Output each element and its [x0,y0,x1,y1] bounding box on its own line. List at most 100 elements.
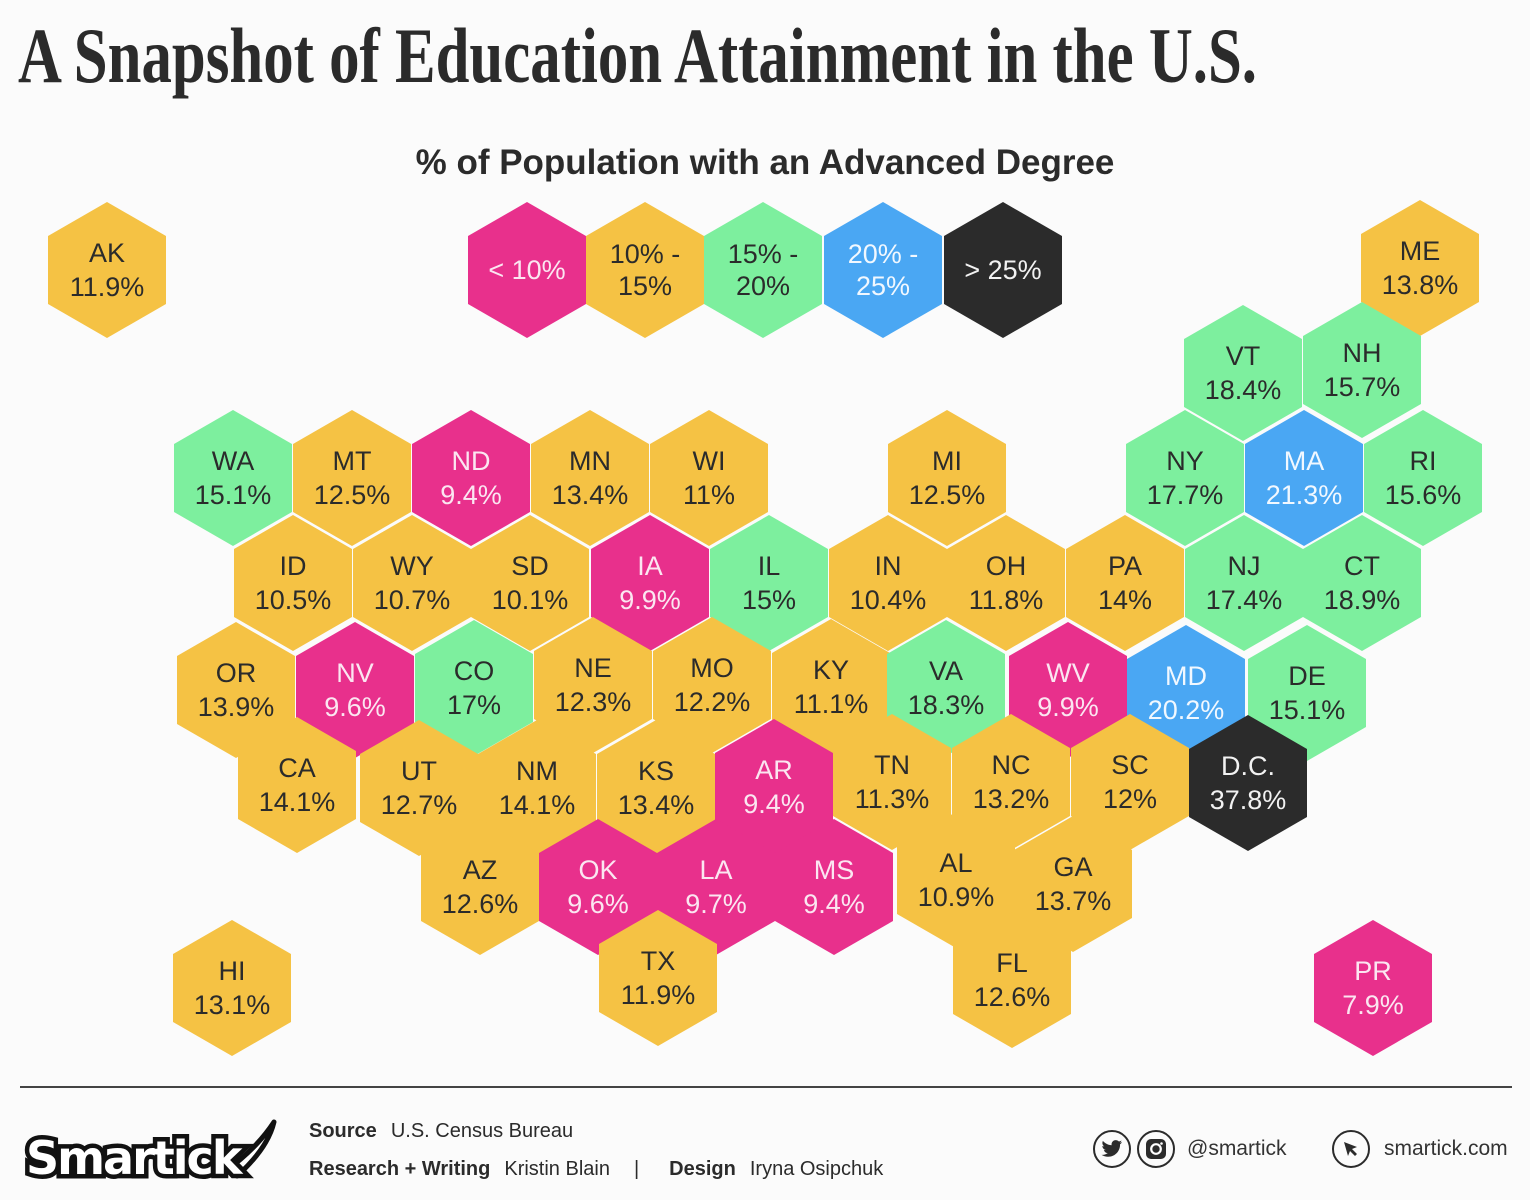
cursor-arrow-icon[interactable] [1332,1130,1370,1168]
state-hex-in: IN 10.4% [829,515,947,651]
social-handle[interactable]: @smartick [1187,1137,1287,1160]
state-value: 20.2% [1147,695,1225,725]
state-hex-oh: OH 11.8% [947,515,1065,651]
legend-label: 10% - [609,239,681,269]
legend-label: 20% - [847,239,919,269]
state-value: 10.1% [491,585,569,615]
design-value: Iryna Osipchuk [749,1158,884,1180]
state-value: 11.9% [620,980,696,1010]
state-value: 14% [1097,585,1153,615]
state-hex-ms: MS 9.4% [775,819,893,955]
state-code: OH [985,551,1027,581]
state-hex-or: OR 13.9% [177,622,295,758]
website-url[interactable]: smartick.com [1384,1137,1508,1160]
state-code: NC [991,750,1031,780]
state-code: CT [1344,551,1380,581]
state-code: SC [1111,750,1149,780]
state-value: 12.5% [908,480,986,510]
legend-label: 15% - [727,239,799,269]
state-value: 10.5% [254,585,332,615]
state-code: CA [278,753,316,783]
state-value: 17% [446,690,502,720]
instagram-icon[interactable] [1137,1130,1175,1168]
state-value: 13.4% [551,480,629,510]
state-code: D.C. [1221,751,1275,781]
source-label: Source [309,1120,377,1142]
legend-item: < 10% [468,202,586,338]
legend-label: 15% [617,271,673,301]
state-hex-il: IL 15% [710,515,828,651]
state-hex-co: CO 17% [415,620,533,756]
page-title: A Snapshot of Education Attainment in th… [18,12,1258,99]
state-code: AK [88,238,126,268]
state-value: 12% [1102,784,1158,814]
state-code: VA [928,656,963,686]
state-value: 15.1% [194,480,272,510]
state-code: HI [218,956,246,986]
legend-label: > 25% [964,255,1042,285]
state-code: OK [578,855,618,885]
state-value: 21.3% [1265,480,1343,510]
state-code: SD [511,551,549,581]
state-code: UT [401,756,437,786]
state-code: AZ [462,855,498,885]
state-value: 13.7% [1034,886,1112,916]
state-code: KS [637,756,675,786]
smartick-logo: Smartick [22,1119,277,1188]
state-code: ME [1399,236,1441,266]
svg-text:Smartick: Smartick [26,1131,244,1185]
state-code: MI [932,446,962,476]
state-value: 11.8% [968,585,1044,615]
legend-label: 20% [735,271,791,301]
state-hex-sd: SD 10.1% [471,515,589,651]
state-value: 11.3% [854,784,930,814]
state-value: 10.4% [849,585,927,615]
state-code: PR [1354,956,1392,986]
state-hex-hi: HI 13.1% [173,920,291,1056]
state-value: 9.6% [324,692,386,722]
state-code: FL [996,948,1028,978]
state-code: CO [453,656,495,686]
state-value: 13.1% [193,990,271,1020]
state-code: DE [1288,661,1326,691]
state-value: 13.8% [1381,270,1459,300]
state-value: 18.9% [1323,585,1401,615]
state-value: 13.9% [197,692,275,722]
state-hex-tx: TX 11.9% [599,910,717,1046]
state-value: 9.9% [1037,692,1099,722]
state-code: VT [1225,341,1261,371]
state-hex-wa: WA 15.1% [174,410,292,546]
state-value: 12.6% [973,982,1051,1012]
state-value: 15.7% [1323,372,1401,402]
state-hex-al: AL 10.9% [897,812,1015,948]
state-code: TN [874,750,910,780]
state-code: OR [215,658,257,688]
state-value: 15% [741,585,797,615]
state-value: 9.4% [440,480,502,510]
state-code: AL [939,848,973,878]
state-value: 9.6% [567,889,629,919]
state-value: 11.9% [69,272,145,302]
state-hex-ak: AK 11.9% [48,202,166,338]
twitter-icon[interactable] [1093,1130,1131,1168]
footer-divider [20,1086,1512,1088]
state-value: 14.1% [258,787,336,817]
state-value: 18.3% [907,690,985,720]
state-value: 11.1% [793,689,869,719]
state-code: NM [516,756,558,786]
state-code: IN [874,551,902,581]
legend-item: 10% -15% [586,202,704,338]
state-hex-mn: MN 13.4% [531,410,649,546]
chart-subtitle: % of Population with an Advanced Degree [415,143,1115,182]
state-code: NJ [1227,551,1261,581]
state-hex-ri: RI 15.6% [1364,410,1482,546]
state-value: 13.2% [972,784,1050,814]
legend-label: < 10% [488,255,566,285]
state-value: 12.7% [380,790,458,820]
state-value: 12.2% [673,687,751,717]
state-value: 10.7% [373,585,451,615]
state-hex-az: AZ 12.6% [421,819,539,955]
state-code: NY [1166,446,1204,476]
state-code: NE [574,653,612,683]
state-hex-ca: CA 14.1% [238,717,356,853]
